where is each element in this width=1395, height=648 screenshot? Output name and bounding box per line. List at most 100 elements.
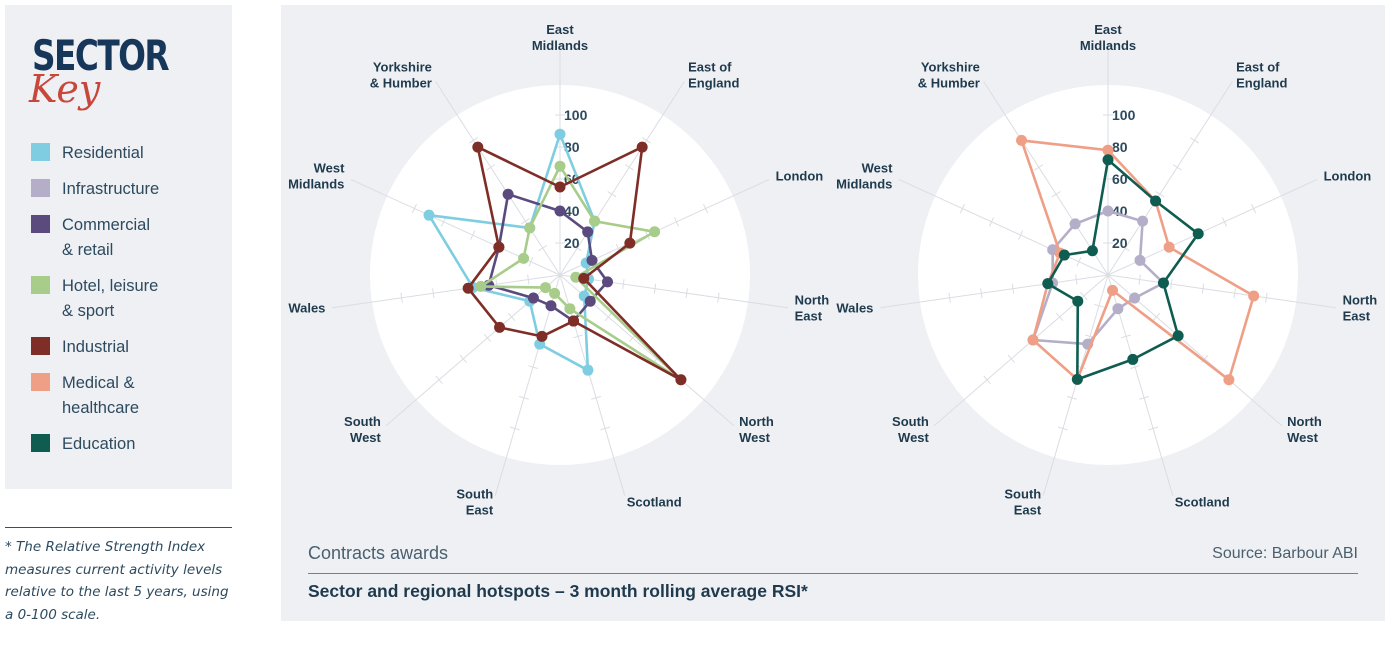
series-point [584,295,596,307]
radar-tick-mark [432,288,435,299]
sector-key-panel: SECTOR Key Residential Infrastructure Comm… [5,5,232,489]
radar-tick-mark [959,203,965,214]
series-point [1069,218,1081,230]
legend-label: Industrial [62,338,129,356]
radar-tick-mark [591,395,602,400]
radar-axis [494,274,561,496]
radar-tick-mark [528,365,538,369]
series-point [649,226,661,238]
radar-axis [898,178,1109,276]
radar-category-label: West Midlands [288,161,345,192]
radar-tick-mark [717,292,720,303]
radar-tick-mark [1120,244,1130,252]
radar-tick-mark [622,279,625,290]
series-point [1027,334,1039,346]
radar-tick-mark [1055,312,1064,322]
radar-axis [1042,274,1109,496]
series-point [554,181,566,193]
series-point [1137,215,1149,227]
radar-tick-mark [1130,365,1140,369]
radar-tick-label: 20 [1112,235,1128,251]
series-point [1071,373,1083,385]
series-line [427,132,596,372]
radar-tick-label: 40 [564,203,580,219]
radar-category-label: South West [344,414,381,445]
series-point [1072,295,1084,307]
legend-label: Residential [62,144,144,162]
series-point [564,303,576,315]
radar-category-label: East of England [1236,60,1287,91]
series-point [539,282,551,294]
radar-category-label: London [1324,169,1372,184]
radar-tick-mark [983,375,991,384]
radar-tick-mark [642,137,651,144]
radar-tick-mark [653,283,657,294]
series-point [582,364,594,376]
series-point [1058,249,1070,261]
series-point [1157,277,1169,289]
legend-label: Medical & healthcare [62,374,140,417]
radar-tick-mark [573,334,583,339]
radar-tick-mark [483,333,492,342]
radar-tick-mark [538,244,548,252]
legend-label: Education [62,435,136,453]
radar-tick-mark [441,217,447,227]
radar-tick-mark [1057,426,1068,431]
chart-source: Source: Barbour ABI [1212,545,1358,562]
series-point [1102,144,1114,156]
series-point [518,252,530,264]
note-divider [5,527,232,528]
series-point [494,321,506,333]
legend-swatch [31,215,50,233]
radar-axis [1107,274,1336,309]
radar-category-label: North West [739,414,774,445]
series-point [1112,303,1124,315]
chart-panel: 20 40 60 80 100 East Midlands East of England Lon… [281,5,1385,621]
legend-swatch [31,373,50,391]
radar-tick-mark [980,288,983,299]
radar-category-label: North East [795,293,830,324]
radar-tick-mark [685,288,688,299]
radar-category-label: Scotland [1175,494,1230,509]
legend-label: Commercial & retail [62,216,151,259]
radar-tick-mark [400,292,403,303]
radar-category-label: South West [892,414,929,445]
radar-tick-mark [1007,354,1015,363]
series-point [1102,154,1114,166]
radar-axis [559,274,788,309]
series-point [1129,292,1141,304]
radar-axis [880,274,1109,309]
radar-tick-mark [1190,137,1199,144]
radar-category-label: North West [1287,414,1322,445]
radar-tick-mark [1011,283,1015,294]
radar-tick-mark [528,256,534,267]
legend-swatch [31,337,50,355]
rsi-footnote: * The Relative Strength Index measures c… [5,539,229,623]
radar-tick-mark [1201,283,1205,294]
radar-tick-mark [1018,230,1024,240]
series-point [1150,195,1162,207]
radar-category-label: London [776,169,824,184]
series-point [1127,353,1139,365]
radar-tick-mark [607,191,617,198]
chart-footer-title: Sector and regional hotspots – 3 month r… [308,581,808,601]
radar-tick-label: 100 [564,107,588,123]
series-point [1134,254,1146,266]
key-subtitle: Key [29,67,101,111]
series-point [493,241,505,253]
radar-tick-mark [703,203,709,214]
series-point [554,128,566,140]
series-point [578,272,590,284]
series-point [527,292,539,304]
radar-tick-mark [1251,203,1257,214]
series-point [636,141,648,153]
radar-tick-mark [1121,334,1131,339]
series-line [1020,139,1256,382]
series-point [1192,228,1204,240]
series-point [524,222,536,234]
radar-tick-mark [600,426,611,431]
radar-tick-mark [989,217,995,227]
radar-category-label: South East [1004,486,1041,517]
radar-tick-mark [1075,274,1078,285]
